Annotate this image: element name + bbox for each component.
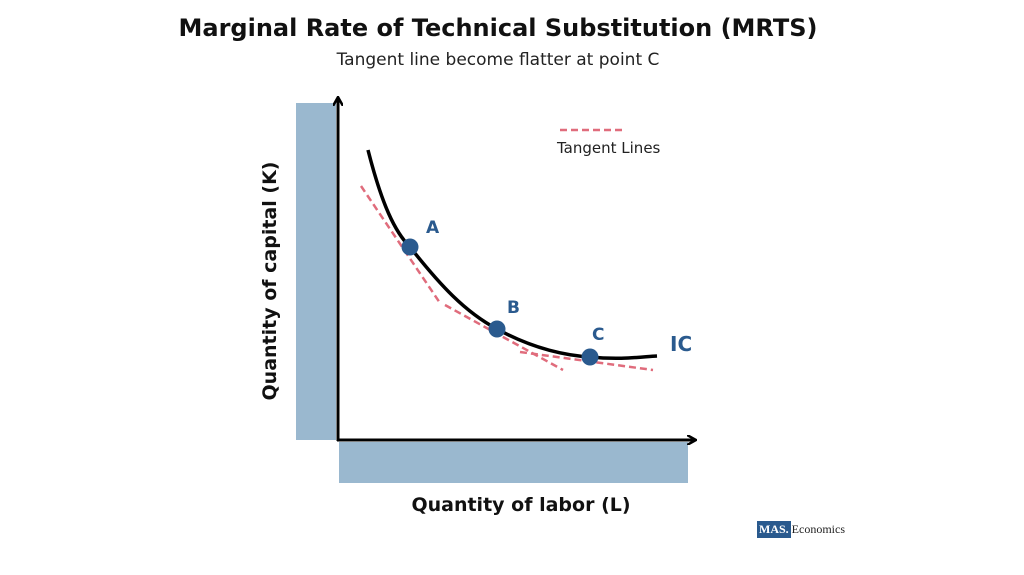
logo-name: Economics <box>791 522 845 536</box>
point-c-label: C <box>592 325 604 345</box>
point-a-label: A <box>426 218 440 238</box>
curve-label: IC <box>670 332 692 356</box>
y-axis-bar <box>296 103 336 440</box>
tangent-line-b <box>444 303 564 372</box>
tangent-line-a <box>359 185 442 304</box>
point-c <box>581 348 599 366</box>
point-b-label: B <box>507 298 520 318</box>
point-b <box>488 320 506 338</box>
y-axis-label: Quantity of capital (K) <box>259 162 281 401</box>
logo-mark: MAS. <box>757 521 791 538</box>
legend-label: Tangent Lines <box>556 139 661 157</box>
isoquant-curve <box>366 149 658 361</box>
point-a <box>401 238 419 256</box>
x-axis-label: Quantity of labor (L) <box>411 494 630 516</box>
diagram-title: Marginal Rate of Technical Substitution … <box>178 14 818 42</box>
diagram-subtitle: Tangent line become flatter at point C <box>336 50 660 70</box>
x-axis-bar <box>339 442 688 483</box>
mas-economics-logo: MAS. Economics <box>757 521 845 538</box>
